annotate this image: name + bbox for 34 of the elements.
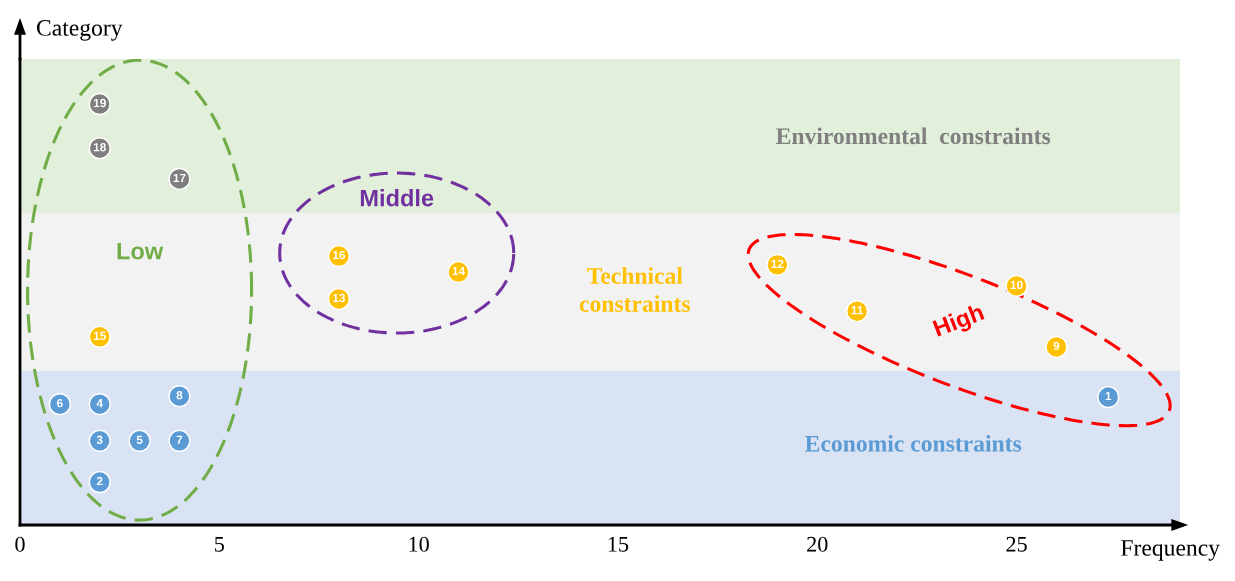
annotation: 6 (57, 398, 63, 408)
annotation: 4 (96, 399, 103, 408)
annotation: 3 (96, 435, 103, 444)
annotation: 14 (452, 266, 465, 276)
annotation: 9 (1053, 341, 1060, 351)
annotation: 16 (333, 250, 346, 260)
annotation: 17 (173, 173, 186, 183)
annotation: 15 (93, 331, 106, 340)
annotation: High (932, 302, 987, 342)
point (88, 470, 111, 494)
annotation: 11 (851, 306, 864, 315)
x-tick-label: 10 (409, 536, 429, 552)
band-label: Environmental constraints (776, 127, 1051, 145)
annotation: 7 (176, 435, 183, 444)
x-tick-label: 0 (15, 536, 25, 552)
y-axis-title: Category (36, 19, 123, 41)
annotation: 8 (176, 391, 183, 400)
annotation: Low (117, 242, 164, 260)
annotation: 10 (1010, 280, 1023, 290)
x-tick-label: 5 (215, 536, 224, 552)
annotation: 1 (1105, 391, 1112, 401)
annotation: Middle (360, 189, 434, 207)
x-tick-label: 15 (608, 536, 629, 552)
annotation: 12 (771, 259, 784, 268)
band-label: Economic constraints (805, 435, 1022, 452)
annotation: 18 (93, 143, 106, 152)
annotation: 13 (333, 293, 346, 303)
annotation: 2 (96, 476, 103, 486)
x-tick-label: 20 (807, 536, 828, 552)
annotation: 5 (136, 435, 143, 444)
x-axis-title: Frequency (1121, 540, 1220, 561)
band-label: Technical constraints (579, 267, 690, 312)
annotation: 19 (93, 98, 106, 108)
x-tick-label: 25 (1006, 536, 1027, 552)
